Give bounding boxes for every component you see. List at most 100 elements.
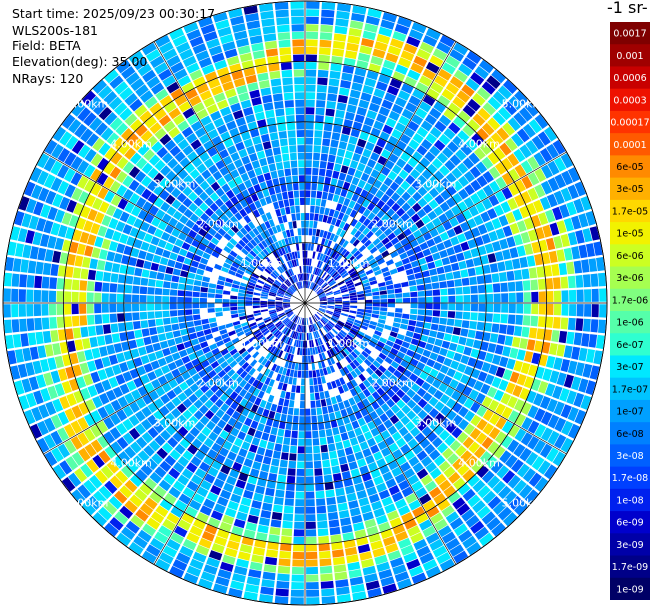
ray-bin bbox=[291, 276, 296, 283]
ray-bin bbox=[475, 266, 484, 276]
ray-bin bbox=[115, 374, 126, 385]
ray-bin bbox=[324, 264, 330, 272]
ray-bin bbox=[230, 381, 239, 391]
ray-bin bbox=[481, 470, 495, 484]
ray-bin bbox=[316, 260, 321, 268]
ray-bin bbox=[330, 396, 338, 405]
ray-bin bbox=[498, 215, 509, 227]
ray-bin bbox=[254, 397, 262, 406]
ray-bin bbox=[328, 331, 335, 338]
ray-bin bbox=[245, 300, 253, 303]
ray-bin bbox=[219, 521, 232, 532]
ray-bin bbox=[554, 434, 567, 449]
ray-bin bbox=[474, 66, 489, 80]
ray-bin bbox=[208, 288, 216, 294]
ray-bin bbox=[373, 145, 383, 155]
ray-bin bbox=[328, 279, 335, 286]
ray-bin bbox=[291, 362, 296, 370]
ray-bin bbox=[502, 369, 513, 381]
ray-bin bbox=[460, 221, 470, 232]
ray-bin bbox=[287, 321, 293, 328]
ray-bin bbox=[225, 258, 233, 265]
ray-bin bbox=[481, 198, 493, 210]
ray-bin bbox=[143, 336, 152, 346]
ray-bin bbox=[270, 78, 282, 87]
ray-bin bbox=[407, 157, 419, 168]
ray-bin bbox=[257, 174, 265, 183]
ray-bin bbox=[387, 425, 398, 436]
ray-bin bbox=[98, 485, 112, 500]
ray-bin bbox=[86, 133, 99, 147]
ray-bin bbox=[342, 296, 350, 299]
ray-bin bbox=[271, 226, 278, 234]
ray-bin bbox=[174, 499, 188, 512]
ray-bin bbox=[223, 423, 233, 433]
ray-bin bbox=[91, 347, 101, 359]
ray-bin bbox=[340, 258, 348, 266]
ray-bin bbox=[378, 106, 390, 117]
ray-bin bbox=[294, 198, 300, 206]
ray-bin bbox=[245, 330, 253, 337]
ray-bin bbox=[455, 382, 466, 393]
ray-bin bbox=[398, 479, 410, 491]
ray-bin bbox=[403, 432, 414, 443]
ray-bin bbox=[376, 199, 385, 209]
ray-bin bbox=[51, 447, 64, 463]
ray-bin bbox=[348, 314, 356, 319]
ray-bin bbox=[396, 140, 407, 151]
ray-bin bbox=[578, 213, 589, 228]
ray-bin bbox=[322, 335, 328, 343]
ray-bin bbox=[259, 157, 268, 167]
ray-bin bbox=[470, 348, 480, 359]
ray-bin bbox=[161, 231, 171, 241]
ray-bin bbox=[383, 369, 393, 378]
ray-bin bbox=[154, 368, 164, 378]
ray-bin bbox=[409, 373, 419, 383]
ray-bin bbox=[371, 225, 379, 234]
ray-bin bbox=[223, 246, 232, 254]
ray-bin bbox=[474, 359, 484, 370]
ray-bin bbox=[417, 186, 428, 197]
ray-bin bbox=[316, 346, 321, 354]
ray-bin bbox=[220, 383, 229, 392]
ray-bin bbox=[300, 386, 305, 393]
ray-bin bbox=[507, 197, 518, 210]
ray-bin bbox=[582, 318, 591, 332]
ray-bin bbox=[446, 410, 457, 421]
ray-bin bbox=[457, 110, 471, 123]
ray-bin bbox=[320, 399, 327, 407]
ray-bin bbox=[434, 194, 445, 205]
ray-bin bbox=[560, 437, 573, 453]
ray-bin bbox=[271, 315, 278, 320]
ray-bin bbox=[541, 341, 551, 354]
ray-bin bbox=[356, 106, 367, 117]
ray-bin bbox=[256, 265, 264, 272]
ray-bin bbox=[189, 169, 200, 180]
ray-bin bbox=[319, 161, 327, 169]
ray-bin bbox=[229, 250, 238, 258]
ray-bin bbox=[267, 55, 279, 65]
ray-bin bbox=[213, 92, 226, 103]
ray-bin bbox=[278, 366, 284, 375]
ray-bin bbox=[362, 199, 371, 208]
ray-bin bbox=[319, 437, 327, 445]
ray-bin bbox=[164, 224, 174, 234]
ray-bin bbox=[122, 371, 133, 382]
ray-bin bbox=[374, 269, 382, 276]
ray-bin bbox=[398, 57, 412, 69]
ray-bin bbox=[598, 272, 606, 287]
ray-bin bbox=[59, 341, 69, 354]
ray-bin bbox=[396, 265, 405, 273]
ray-bin bbox=[357, 297, 365, 300]
ray-bin bbox=[285, 280, 291, 287]
ray-bin bbox=[298, 423, 305, 431]
ray-bin bbox=[479, 59, 494, 74]
ray-bin bbox=[255, 532, 268, 541]
ray-bin bbox=[201, 531, 215, 542]
ray-bin bbox=[182, 107, 195, 119]
ray-bin bbox=[71, 279, 80, 291]
ray-bin bbox=[342, 383, 349, 392]
ray-bin bbox=[325, 311, 333, 315]
ray-bin bbox=[401, 202, 411, 212]
ray-bin bbox=[193, 280, 202, 286]
